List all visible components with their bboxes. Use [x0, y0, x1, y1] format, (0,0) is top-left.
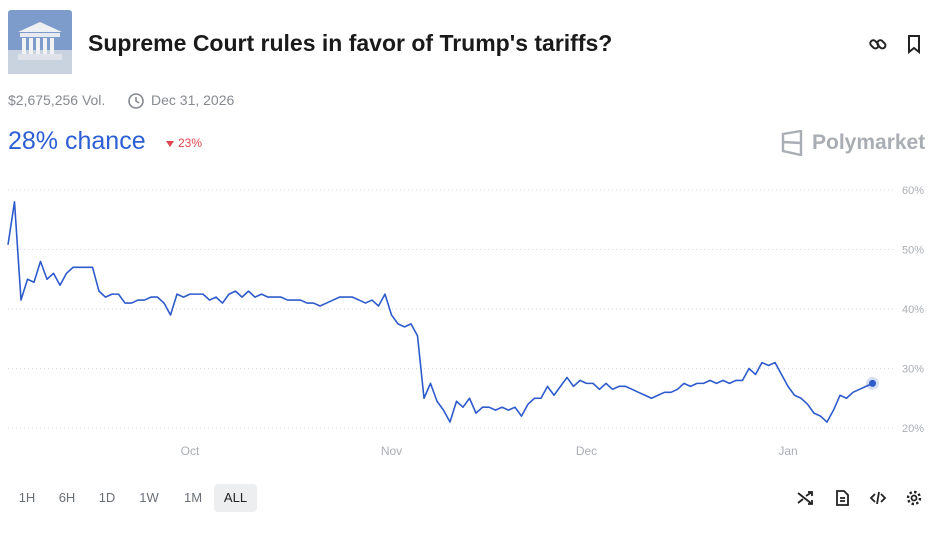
link-icon[interactable]	[868, 34, 888, 54]
chart: 20% 30% 40% 50% 60% Oct Nov Dec Jan	[7, 185, 924, 458]
volume: $2,675,256 Vol.	[8, 92, 106, 108]
y-tick-label: 30%	[902, 364, 924, 376]
down-arrow	[166, 141, 174, 147]
document-icon[interactable]	[833, 489, 851, 507]
x-tick-label: Nov	[381, 444, 402, 458]
y-tick-label: 60%	[902, 185, 924, 197]
brand: Polymarket	[812, 131, 926, 154]
range-button[interactable]: 6H	[58, 490, 76, 505]
y-tick-label: 50%	[902, 245, 924, 257]
clock-icon	[128, 93, 144, 109]
settings-icon[interactable]	[905, 489, 923, 507]
range-button[interactable]: 1H	[18, 490, 36, 505]
y-tick-label: 20%	[902, 423, 924, 435]
market-image	[8, 10, 72, 74]
x-tick-label: Oct	[181, 444, 200, 458]
range-button[interactable]: 1M	[183, 490, 203, 505]
change: 23%	[178, 136, 203, 150]
range-button[interactable]: ALL	[214, 484, 257, 512]
x-tick-label: Jan	[778, 444, 797, 458]
brand-logo	[781, 130, 803, 156]
market-title: Supreme Court rules in favor of Trump's …	[88, 30, 613, 56]
y-tick-label: 40%	[902, 304, 924, 316]
chance: 28% chance	[8, 127, 146, 155]
bookmark-icon[interactable]	[904, 34, 924, 54]
range-button[interactable]: 1W	[139, 490, 159, 505]
x-tick-label: Dec	[576, 444, 597, 458]
series-line	[7, 201, 873, 423]
embed-icon[interactable]	[869, 489, 887, 507]
last-point	[869, 379, 876, 387]
range-button[interactable]: 1D	[98, 490, 116, 505]
end-date: Dec 31, 2026	[151, 92, 235, 108]
shuffle-icon[interactable]	[796, 489, 814, 507]
